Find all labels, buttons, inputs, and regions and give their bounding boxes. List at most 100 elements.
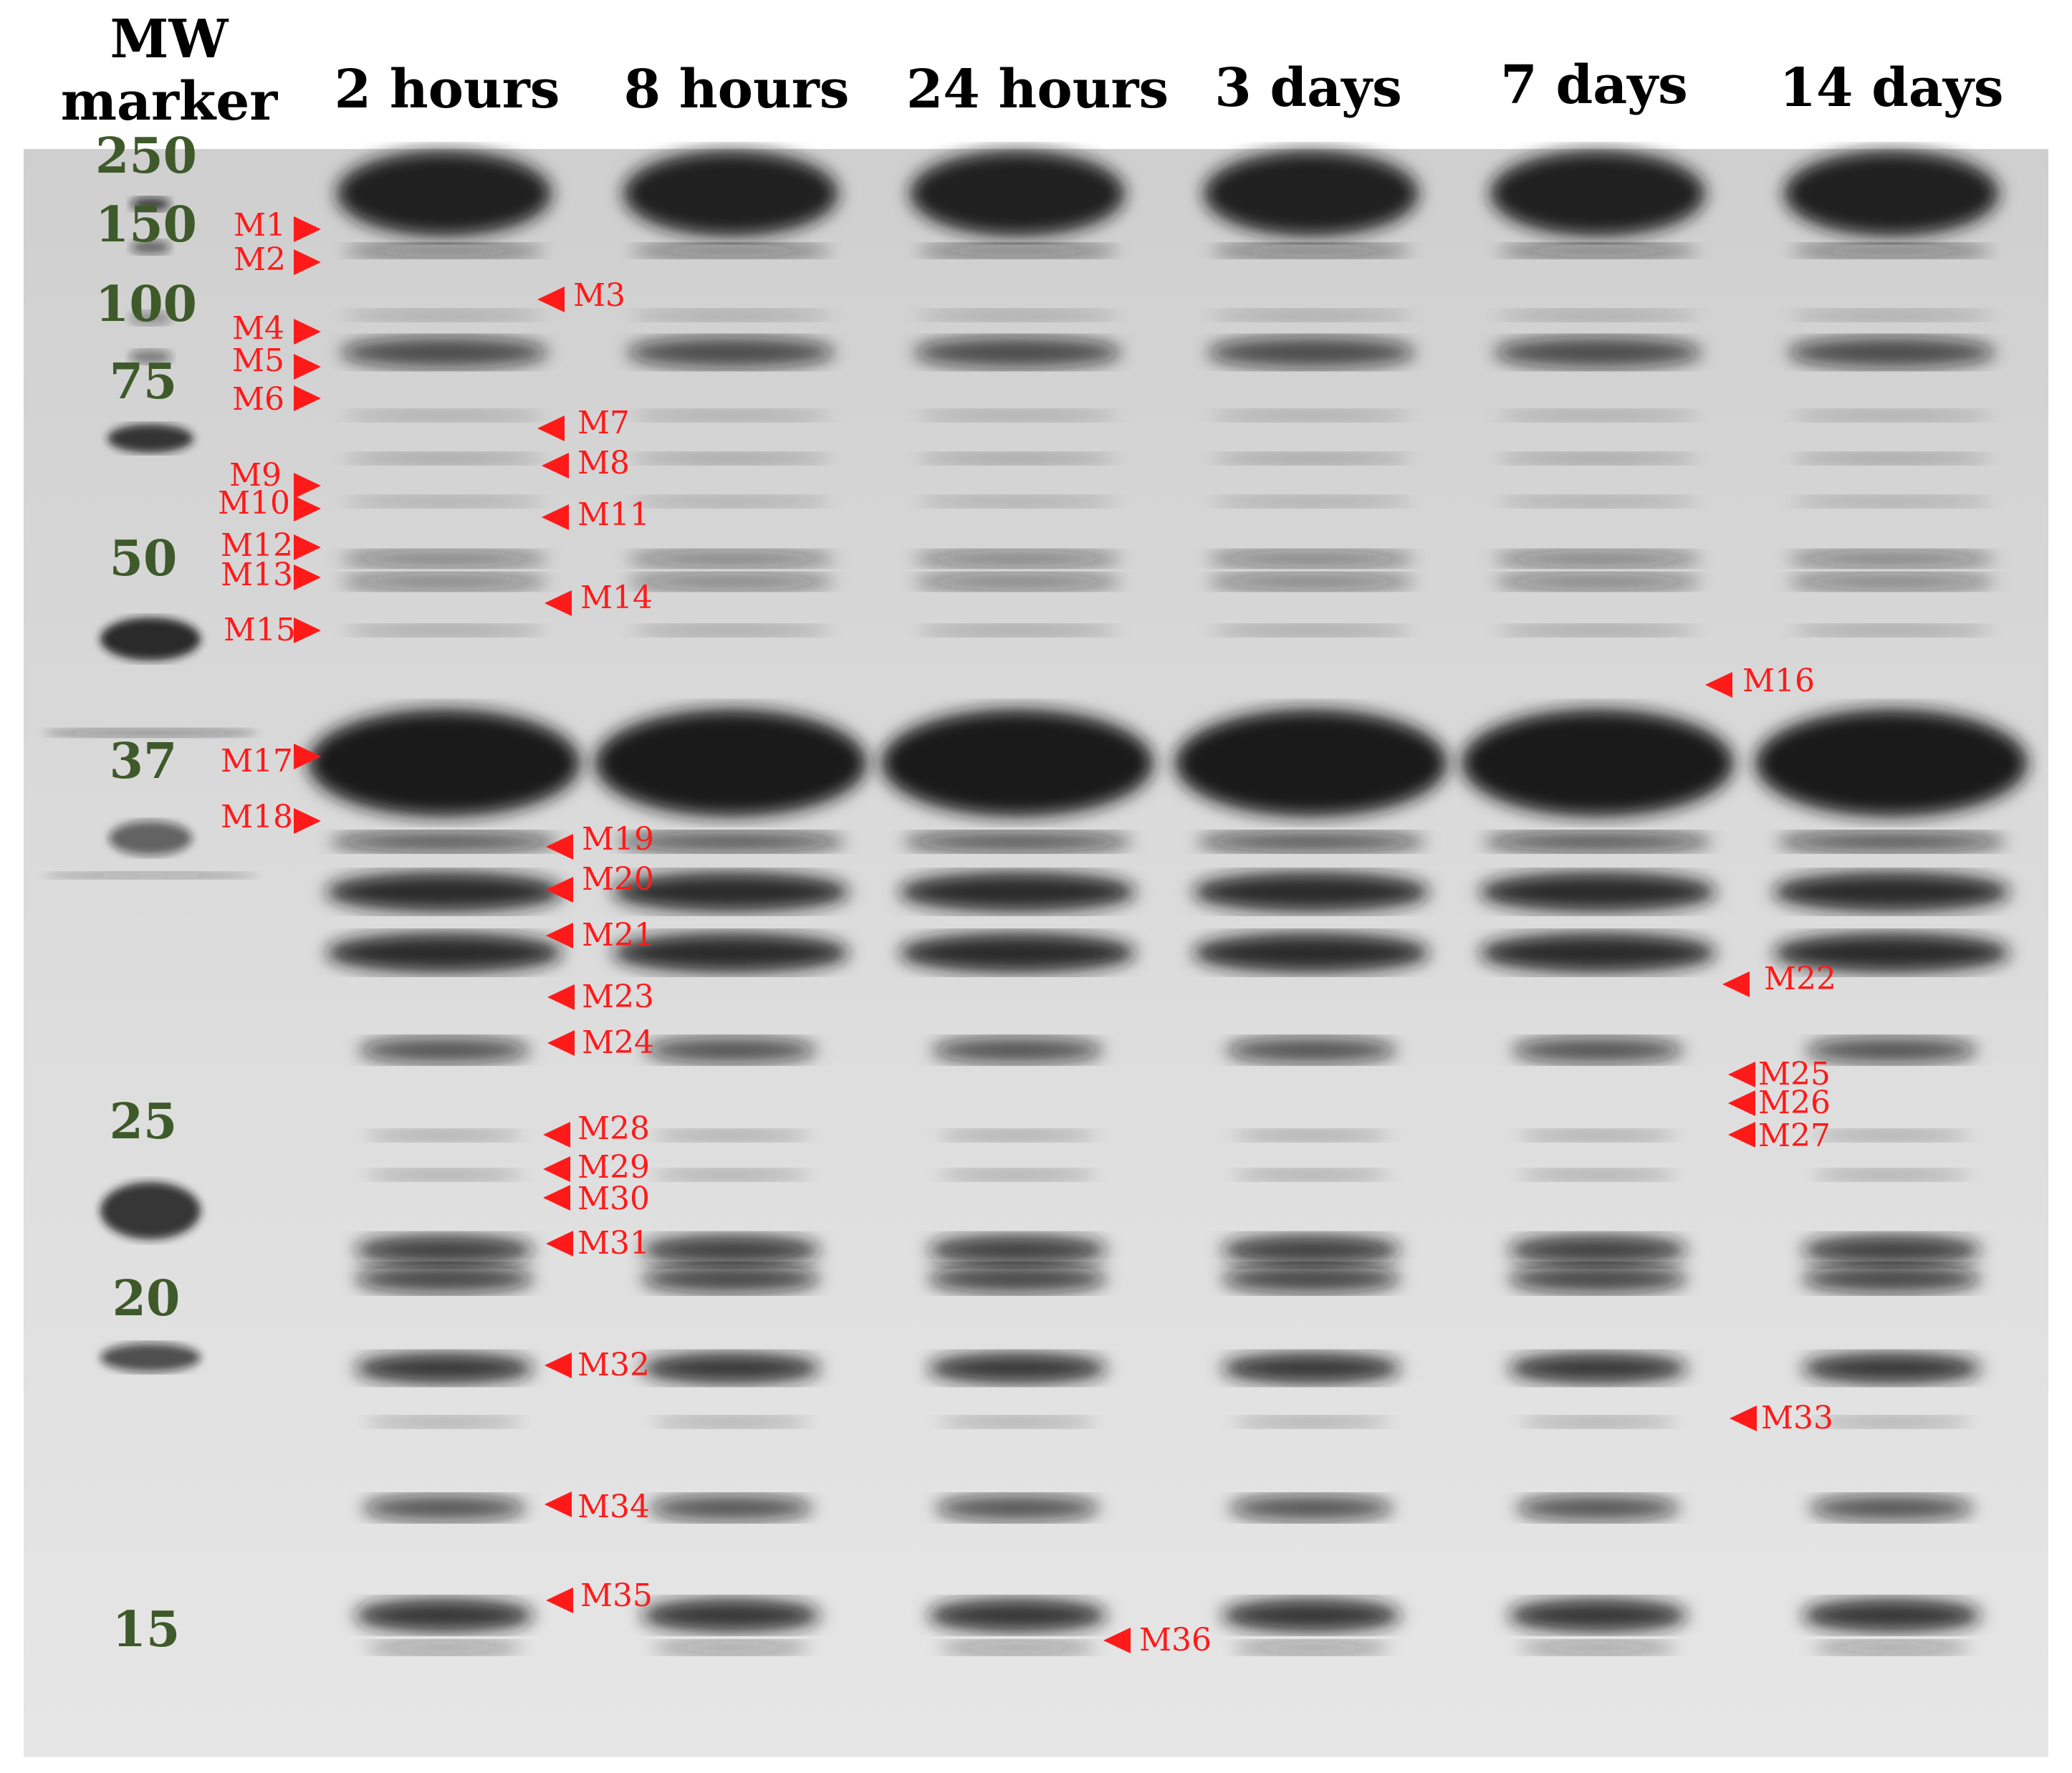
lane-header-14-days: 14 days xyxy=(1779,57,2004,119)
sample-band xyxy=(340,337,548,368)
marker-label-m20: M20 xyxy=(582,861,655,898)
marker-arrow-m31 xyxy=(546,1231,573,1257)
marker-label-m22: M22 xyxy=(1764,961,1837,997)
marker-label-m16: M16 xyxy=(1742,663,1816,699)
sample-band xyxy=(1175,709,1447,817)
sample-band xyxy=(627,337,835,368)
lane-header-7-days: 7 days xyxy=(1500,54,1688,116)
sample-band xyxy=(652,1416,810,1428)
sample-band xyxy=(616,832,845,852)
sample-band xyxy=(641,1234,820,1266)
sample-band xyxy=(1508,1264,1687,1293)
sample-band xyxy=(1497,309,1698,321)
sample-band xyxy=(913,550,1121,567)
sample-band xyxy=(1211,625,1411,636)
sample-band xyxy=(939,1130,1096,1141)
sample-band xyxy=(1494,337,1702,368)
sample-band xyxy=(627,573,835,590)
marker-arrow-m6 xyxy=(294,385,321,411)
mw-ladder-lane xyxy=(43,197,258,1372)
marker-arrow-m27 xyxy=(1728,1122,1755,1148)
sample-band xyxy=(365,1640,523,1655)
marker-arrow-m15 xyxy=(294,618,321,643)
marker-label-m33: M33 xyxy=(1761,1400,1834,1436)
sample-band xyxy=(344,453,545,464)
marker-label-m25: M25 xyxy=(1758,1056,1831,1092)
marker-label-m9: M9 xyxy=(229,457,282,494)
marker-label-m19: M19 xyxy=(582,821,655,857)
ladder-band xyxy=(109,821,192,855)
sample-band xyxy=(344,309,545,321)
sample-band xyxy=(928,1264,1107,1293)
marker-arrow-m10 xyxy=(294,496,321,522)
marker-arrow-m14 xyxy=(545,590,572,616)
sample-band xyxy=(1497,244,1698,258)
sample-band xyxy=(1508,1598,1687,1633)
ladder-band xyxy=(43,729,258,737)
sample-band xyxy=(910,150,1125,236)
marker-arrow-m19 xyxy=(546,834,573,860)
sample-band xyxy=(1225,1037,1397,1063)
sample-band xyxy=(1805,1037,1977,1063)
sample-band xyxy=(881,709,1153,817)
marker-label-m8: M8 xyxy=(577,445,630,481)
sample-band xyxy=(917,625,1118,636)
sample-band xyxy=(1788,550,1995,567)
sample-band xyxy=(344,244,545,258)
marker-label-m21: M21 xyxy=(582,917,655,953)
sample-band xyxy=(1193,933,1429,973)
sample-band xyxy=(1497,625,1698,636)
marker-label-m28: M28 xyxy=(577,1110,651,1147)
sample-band xyxy=(340,573,548,590)
ladder-band xyxy=(100,618,201,660)
sample-band xyxy=(365,1169,523,1181)
marker-arrow-m20 xyxy=(546,877,573,903)
sample-band xyxy=(1207,550,1415,567)
marker-arrow-m21 xyxy=(546,923,573,948)
sample-band xyxy=(641,1352,820,1384)
ladder-band xyxy=(130,240,171,254)
sample-band xyxy=(1196,832,1426,852)
sample-band xyxy=(1802,1598,1981,1633)
sample-band xyxy=(1222,1264,1401,1293)
marker-arrow-m29 xyxy=(543,1156,570,1182)
sample-band xyxy=(1802,1352,1981,1384)
sample-band xyxy=(1791,496,1992,507)
ladder-band xyxy=(100,1343,201,1372)
marker-label-m10: M10 xyxy=(218,485,291,522)
sample-band xyxy=(365,1416,523,1428)
sample-band xyxy=(308,709,580,817)
marker-label-m23: M23 xyxy=(582,979,655,1015)
lane-header-2-hours: 2 hours xyxy=(334,59,560,120)
sample-band xyxy=(1204,150,1419,236)
marker-label-m35: M35 xyxy=(580,1577,653,1614)
sample-band xyxy=(917,453,1118,464)
sample-band xyxy=(1211,244,1411,258)
lane-header-24-hours: 24 hours xyxy=(906,59,1169,120)
sample-band xyxy=(652,1169,810,1181)
ladder-band xyxy=(107,424,193,453)
marker-label-m7: M7 xyxy=(577,405,630,441)
sample-band xyxy=(1813,1640,1970,1655)
mw-value-25: 25 xyxy=(109,1093,178,1150)
sample-band xyxy=(1802,1234,1981,1266)
mw-value-15: 15 xyxy=(112,1601,181,1658)
sample-band xyxy=(1222,1234,1401,1266)
sample-band xyxy=(903,832,1132,852)
sample-band xyxy=(1813,1130,1970,1141)
sample-band xyxy=(630,625,831,636)
marker-arrow-m18 xyxy=(294,808,321,834)
sample-band xyxy=(362,1495,527,1521)
sample-band xyxy=(1232,1416,1390,1428)
sample-lanes xyxy=(308,150,2028,1655)
marker-arrow-m4 xyxy=(294,319,321,345)
sample-band xyxy=(1483,832,1712,852)
marker-label-m14: M14 xyxy=(580,580,653,616)
marker-label-m17: M17 xyxy=(221,743,294,779)
mw-value-100: 100 xyxy=(95,276,197,333)
sample-band xyxy=(330,832,559,852)
marker-arrow-m5 xyxy=(294,354,321,380)
marker-label-m27: M27 xyxy=(1758,1118,1831,1154)
sample-band xyxy=(1494,573,1702,590)
